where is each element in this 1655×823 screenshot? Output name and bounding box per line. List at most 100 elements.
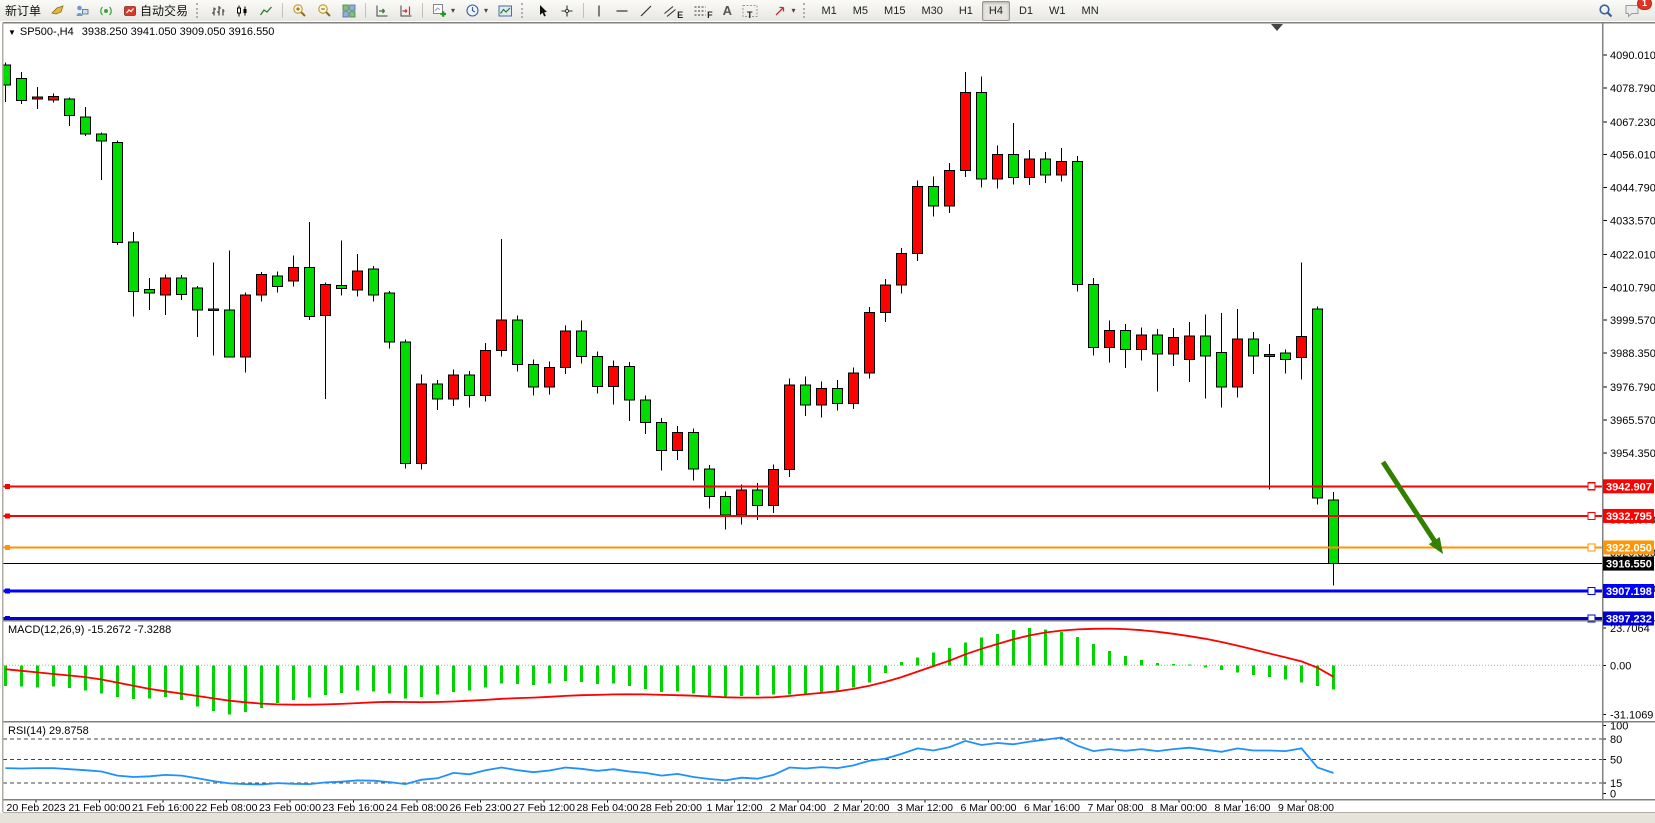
chart-canvas[interactable]: 4090.010 4078.790 4067.230 4056.010 4044.790… [0,21,1655,823]
macd-histogram-bar [708,665,711,697]
candle-body [960,91,971,171]
candle-body [880,284,891,313]
news-icon[interactable] [94,1,118,20]
line-handle-left[interactable] [5,513,10,519]
macd-histogram-bar [1124,655,1127,666]
auto-scroll-icon[interactable] [370,1,394,20]
line-price-label-bg [1603,508,1654,523]
channel-letter: E [677,10,684,20]
new-chart-button[interactable]: ▾ [427,1,460,20]
autotrade-button[interactable]: 自动交易 [118,1,193,20]
text-icon[interactable]: A [718,1,737,20]
candle-body [464,374,475,397]
time-label: 9 Mar 08:00 [1278,802,1334,814]
candle-body [160,277,171,296]
candle-body [32,96,43,100]
collapse-icon[interactable]: ▼ [8,28,16,37]
rsi-axis-label: 80 [1610,734,1622,746]
toolbar-grip [803,3,810,18]
timeframe-m5-button[interactable]: M5 [852,4,869,17]
chart-shift-marker[interactable] [1271,24,1283,31]
timeframe-m1-button[interactable]: M1 [821,4,837,17]
bid-price-label: 3916.550 [1606,559,1652,571]
bar-chart-icon[interactable] [206,1,230,20]
macd-histogram-bar [948,647,951,666]
line-handle-right[interactable] [1587,586,1596,596]
price-labels-layer: 3942.907 3932.795 3922.050 3907.198 3897.232… [1603,479,1654,626]
macd-histogram-bar [1092,644,1095,666]
templates-button[interactable] [493,1,518,20]
candle-body [1072,160,1083,285]
line-handle-right[interactable] [1587,543,1596,552]
candle-body [528,364,539,388]
equidistant-channel-icon[interactable]: E [658,1,688,20]
macd-histogram-bar [612,665,615,684]
macd-histogram-bar [772,665,775,695]
timeframe-h4-button[interactable]: H4 [981,0,1010,21]
horizontal-lines-layer[interactable] [3,482,1602,623]
candlestick-icon[interactable] [230,1,254,20]
vertical-line-icon[interactable] [588,1,610,20]
cursor-icon[interactable] [531,1,555,20]
time-label: 6 Mar 16:00 [1024,802,1080,814]
trendline-icon[interactable] [634,1,658,20]
line-handle-left[interactable] [5,483,10,489]
time-label: 8 Mar 00:00 [1151,802,1207,814]
chart-shift-icon[interactable] [394,1,418,20]
macd-histogram-bar [1108,651,1111,666]
search-icon[interactable] [1593,1,1619,20]
time-axis[interactable]: 20 Feb 2023 21 Feb 00:00 21 Feb 16:00 22 Fe… [7,799,1335,815]
candle-body [80,116,91,135]
candle-body [128,241,139,292]
candle-body [592,355,603,387]
arrow-drawing[interactable] [1380,460,1443,554]
line-handle-right[interactable] [1587,482,1596,491]
signals-icon[interactable] [70,1,94,20]
arrows-tool-button[interactable]: ▾ [768,1,800,20]
timeframe-d1-button[interactable]: D1 [1018,4,1034,17]
market-watch-icon[interactable] [46,1,70,20]
text-label-icon[interactable]: T [737,1,769,20]
dropdown-arrow-icon: ▾ [791,6,796,15]
crosshair-icon[interactable] [555,1,579,20]
fibonacci-letter: F [707,10,713,20]
timeframe-m15-button[interactable]: M15 [884,4,906,17]
candle-body [864,311,875,374]
line-handle-right[interactable] [1587,511,1596,521]
arrow-head-icon [1428,537,1443,554]
macd-histogram-bar [500,665,503,684]
line-handle-right[interactable] [1587,614,1596,623]
periods-button[interactable]: ▾ [460,1,493,20]
macd-histogram-bar [756,665,759,696]
macd-histogram-bar [228,665,231,715]
timeframe-h1-button[interactable]: H1 [958,4,973,17]
horizontal-line-icon[interactable] [610,1,634,20]
macd-histogram-bar [1060,632,1063,666]
new-order-button[interactable]: 新订单 [0,1,46,20]
timeframe-m30-button[interactable]: M30 [921,4,943,17]
line-chart-icon[interactable] [254,1,278,20]
macd-histogram-bar [36,665,39,688]
tile-windows-icon[interactable] [337,1,361,20]
toolbar-separator [583,3,585,18]
timeframe-mn-button[interactable]: MN [1081,4,1099,17]
timeframe-w1-button[interactable]: W1 [1049,4,1066,17]
candle-body [848,372,859,405]
line-handle-left[interactable] [5,544,10,550]
rsi-axis-label: 15 [1610,778,1622,790]
macd-histogram-bar [1044,629,1047,666]
macd-histogram-bar [1220,665,1223,671]
fibonacci-icon[interactable]: F [688,1,718,20]
candle-body [416,383,427,464]
macd-histogram-bar [436,665,439,695]
chat-button[interactable]: 1 [1619,0,1652,20]
line-handle-left[interactable] [5,616,10,621]
toolbar: 新订单 自动交易 ▾ ▾ E F A T ▾ M1 [0,0,1655,22]
line-handle-left[interactable] [5,588,10,594]
price-tick-label: 3954.350 [1610,448,1655,460]
zoom-in-icon[interactable] [287,1,312,20]
macd-histogram-bar [916,657,919,666]
zoom-out-icon[interactable] [312,1,337,20]
macd-histogram-bar [1268,665,1271,678]
price-tick-label: 4056.010 [1610,150,1655,162]
